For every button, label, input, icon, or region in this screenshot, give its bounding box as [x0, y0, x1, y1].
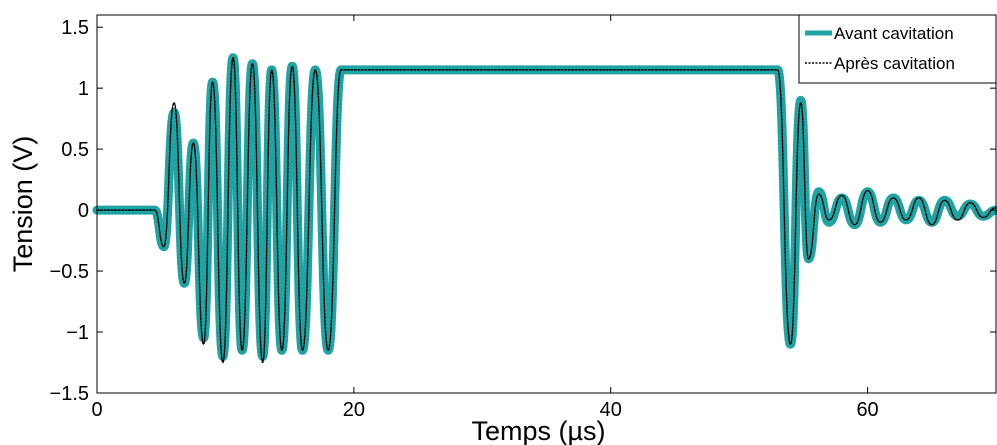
legend-box: [798, 14, 997, 84]
x-axis-label: Temps (µs): [471, 416, 605, 445]
y-tick-label: 0: [78, 200, 89, 222]
y-tick-label: −1: [66, 322, 89, 344]
legend-label-apres: Après cavitation: [834, 54, 955, 73]
y-tick-label: 1.5: [61, 17, 89, 39]
x-tick-label: 60: [856, 399, 878, 421]
plot-frame: [96, 14, 997, 394]
legend-label-avant: Avant cavitation: [834, 24, 954, 43]
y-tick-label: 1: [78, 78, 89, 100]
x-tick-label: 20: [343, 399, 365, 421]
tick-layer: 0 20 40 60 −1.5 −1 −0.5 0 0.5 1 1.5: [50, 15, 996, 421]
series-layer: [92, 53, 997, 364]
y-tick-label: −0.5: [50, 261, 89, 283]
y-tick-label: 0.5: [61, 139, 89, 161]
x-tick-label: 0: [91, 399, 102, 421]
y-tick-label: −1.5: [50, 383, 89, 405]
x-tick-label: 40: [600, 399, 622, 421]
series-line-1: [96, 57, 997, 364]
legend: Avant cavitation Après cavitation: [798, 14, 997, 84]
y-axis-label: Tension (V): [8, 136, 38, 273]
